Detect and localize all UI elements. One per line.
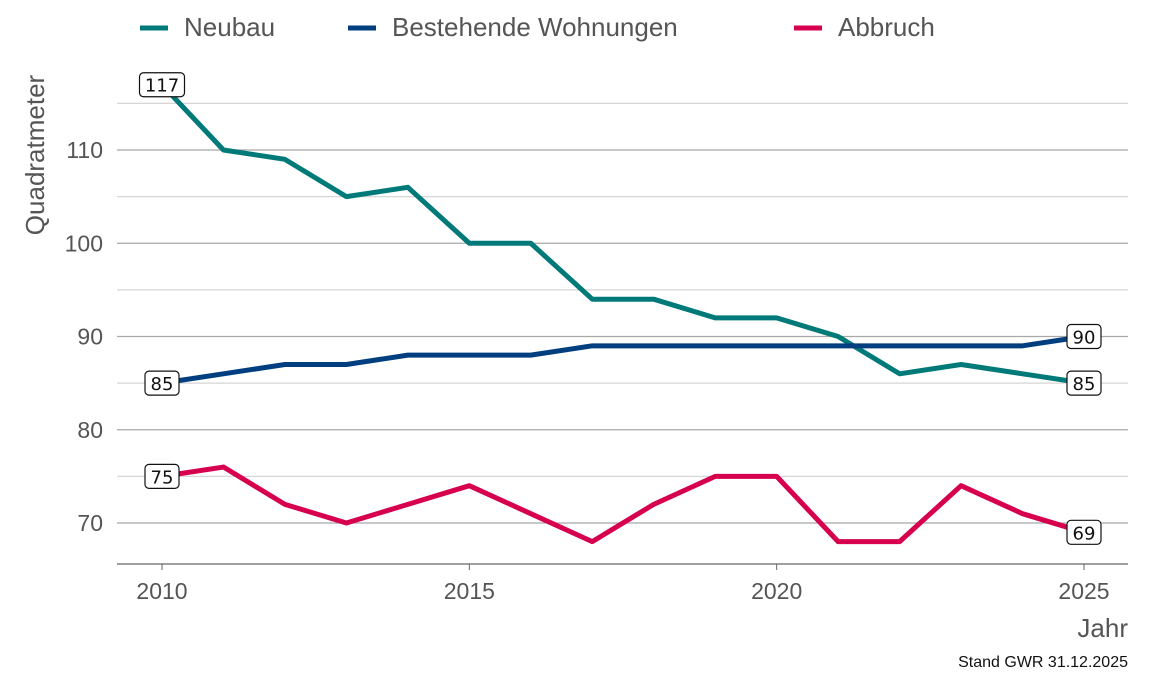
y-tick-label: 90: [77, 324, 103, 350]
x-tick-label: 2025: [1058, 578, 1109, 604]
series-line: [162, 85, 1084, 383]
y-tick-label: 70: [77, 510, 103, 536]
legend-label: Bestehende Wohnungen: [392, 12, 678, 42]
series-line: [162, 467, 1084, 542]
data-label: 69: [1073, 523, 1096, 544]
series-line: [162, 337, 1084, 384]
x-tick-label: 2020: [751, 578, 802, 604]
data-label: 75: [151, 467, 174, 488]
x-tick-label: 2015: [444, 578, 495, 604]
data-label: 85: [151, 374, 174, 395]
data-label: 117: [145, 76, 179, 97]
data-label: 90: [1073, 328, 1096, 349]
data-label: 85: [1073, 374, 1096, 395]
axes: 70 80 90 100 110 2010 2015 2020 2025: [65, 137, 1128, 604]
y-axis-title: Quadratmeter: [20, 74, 50, 235]
legend: Neubau Bestehende Wohnungen Abbruch: [140, 12, 935, 42]
y-tick-label: 100: [65, 230, 103, 256]
data-labels: 117 85 85 90 75 69: [140, 73, 1102, 545]
caption: Stand GWR 31.12.2025: [958, 654, 1128, 671]
legend-label: Neubau: [184, 12, 275, 42]
y-tick-label: 80: [77, 417, 103, 443]
x-axis-title: Jahr: [1077, 613, 1128, 643]
series-lines: [162, 85, 1084, 542]
x-tick-label: 2010: [136, 578, 187, 604]
y-tick-label: 110: [66, 137, 103, 163]
legend-label: Abbruch: [838, 12, 935, 42]
gridlines: [117, 103, 1128, 523]
